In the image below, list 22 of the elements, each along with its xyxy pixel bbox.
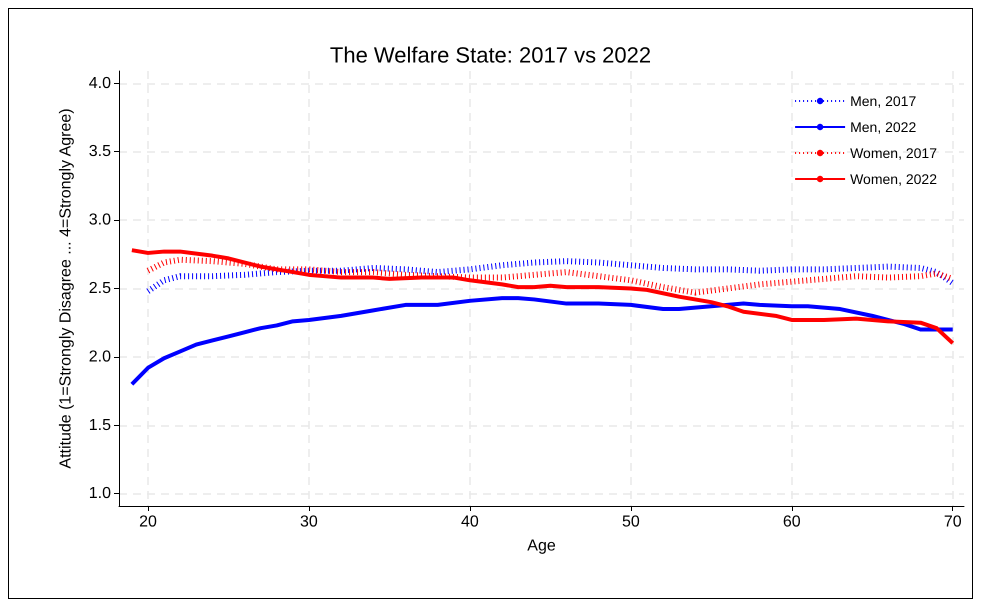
x-tick-label: 40 xyxy=(460,514,479,530)
x-tick-label: 50 xyxy=(622,514,640,530)
chart-title: The Welfare State: 2017 vs 2022 xyxy=(330,42,652,68)
y-tick-label: 3.0 xyxy=(88,212,112,229)
y-axis-title: Attitude (1=Strongly Disagree ... 4=Strongly Agree) xyxy=(58,108,74,469)
x-tick-label: 70 xyxy=(944,514,962,530)
line-series xyxy=(130,296,955,386)
x-axis-title: Age xyxy=(527,538,556,554)
y-tick-label: 1.0 xyxy=(88,485,112,502)
legend-label: Women, 2017 xyxy=(850,145,938,161)
y-tick-label: 3.5 xyxy=(88,143,112,160)
y-tick-label: 1.5 xyxy=(88,416,112,434)
y-tick-label: 2.5 xyxy=(88,280,112,297)
legend-label: Men, 2017 xyxy=(850,93,916,109)
x-tick-label: 20 xyxy=(139,514,157,530)
y-tick-label: 4.0 xyxy=(88,74,112,92)
x-tick-label: 30 xyxy=(300,514,318,530)
y-tick-label: 2.0 xyxy=(88,348,112,366)
legend-label: Men, 2022 xyxy=(850,119,916,135)
legend-label: Women, 2022 xyxy=(850,171,938,187)
x-tick-label: 60 xyxy=(782,514,801,530)
line-series xyxy=(130,248,955,346)
